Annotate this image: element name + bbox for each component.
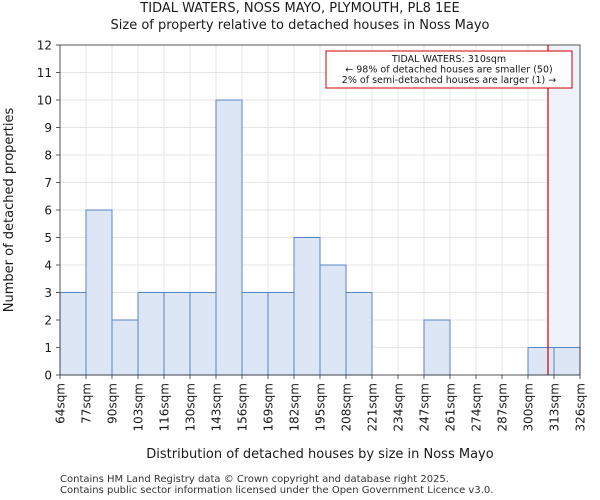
bar xyxy=(293,237,321,376)
bar xyxy=(189,292,217,376)
bar xyxy=(241,292,269,376)
x-tick-label: 234sqm xyxy=(392,383,406,431)
x-tick-label: 208sqm xyxy=(340,383,354,431)
bar xyxy=(267,292,295,376)
y-tick-label: 3 xyxy=(44,286,52,300)
x-tick-label: 195sqm xyxy=(314,383,328,431)
chart-title: TIDAL WATERS, NOSS MAYO, PLYMOUTH, PL8 1… xyxy=(140,1,460,16)
x-tick-label: 90sqm xyxy=(106,383,120,424)
x-tick-label: 313sqm xyxy=(548,383,562,431)
bar xyxy=(59,292,87,376)
x-axis-ticks: 64sqm 77sqm 90sqm 103sqm 116sqm 130sqm 143sqm 1… xyxy=(54,375,588,431)
x-tick-label: 247sqm xyxy=(418,383,432,431)
chart-subtitle: Size of property relative to detached ho… xyxy=(110,18,490,33)
y-tick-label: 4 xyxy=(44,259,52,273)
subject-property-shaded-region xyxy=(548,45,580,375)
y-tick-label: 8 xyxy=(44,149,52,163)
bar xyxy=(319,264,347,376)
bar xyxy=(527,347,555,376)
y-axis-label: Number of detached properties xyxy=(2,108,17,313)
annotation-line-1: TIDAL WATERS: 310sqm xyxy=(391,54,506,65)
y-tick-label: 9 xyxy=(44,121,52,135)
footer-licence: Contains public sector information licen… xyxy=(60,485,494,496)
x-tick-label: 156sqm xyxy=(236,383,250,431)
bar xyxy=(215,99,243,376)
bar xyxy=(553,347,581,376)
bar xyxy=(111,319,139,376)
bar xyxy=(163,292,191,376)
x-tick-label: 143sqm xyxy=(210,383,224,431)
x-tick-label: 300sqm xyxy=(522,383,536,431)
y-tick-label: 0 xyxy=(44,369,52,383)
x-tick-label: 130sqm xyxy=(184,383,198,431)
x-tick-label: 64sqm xyxy=(54,383,68,424)
x-tick-label: 77sqm xyxy=(80,383,94,424)
x-axis-label: Distribution of detached houses by size … xyxy=(146,447,493,462)
x-tick-label: 103sqm xyxy=(132,383,146,431)
x-tick-label: 326sqm xyxy=(574,383,588,431)
annotation-line-3: 2% of semi-detached houses are larger (1… xyxy=(342,75,556,86)
x-tick-label: 261sqm xyxy=(444,383,458,431)
y-tick-label: 12 xyxy=(37,39,52,53)
y-tick-label: 10 xyxy=(37,94,52,108)
bar xyxy=(423,319,451,376)
x-tick-label: 182sqm xyxy=(288,383,302,431)
y-tick-label: 1 xyxy=(44,341,52,355)
x-tick-label: 221sqm xyxy=(366,383,380,431)
x-tick-label: 116sqm xyxy=(158,383,172,431)
bar xyxy=(345,292,373,376)
annotation-line-2: ← 98% of detached houses are smaller (50… xyxy=(345,65,552,76)
x-tick-label: 274sqm xyxy=(470,383,484,431)
footer-copyright: Contains HM Land Registry data © Crown c… xyxy=(60,474,449,485)
y-tick-label: 11 xyxy=(37,66,52,80)
x-tick-label: 287sqm xyxy=(496,383,510,431)
annotation-border xyxy=(325,50,573,89)
y-tick-label: 5 xyxy=(44,231,52,245)
y-tick-label: 2 xyxy=(44,314,52,328)
y-tick-label: 6 xyxy=(44,204,52,218)
annotation-box: TIDAL WATERS: 310sqm ← 98% of detached h… xyxy=(325,50,573,89)
x-tick-label: 169sqm xyxy=(262,383,276,431)
bar xyxy=(85,209,113,376)
y-tick-label: 7 xyxy=(44,176,52,190)
bars xyxy=(59,99,581,376)
bar xyxy=(137,292,165,376)
